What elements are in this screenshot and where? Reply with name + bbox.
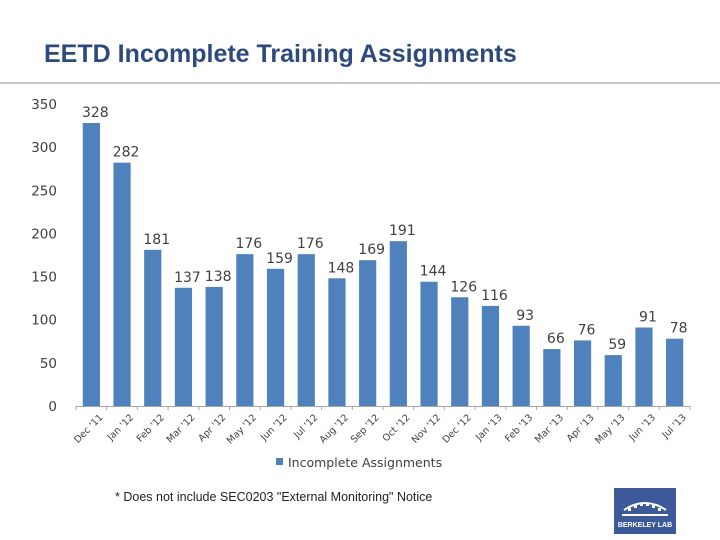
bar-chart: 0 50 100 150 200 250 300 350 328 282 181 137 138 176…: [31, 97, 691, 470]
data-label: 328: [82, 105, 109, 121]
x-tick-label: Oct '12: [381, 412, 413, 444]
title-divider: [0, 82, 720, 84]
x-tick-label: Feb '12: [135, 412, 167, 444]
bar: [512, 325, 530, 406]
bar: [573, 340, 592, 406]
bar: [174, 287, 193, 406]
legend-label: Incomplete Assignments: [288, 455, 442, 470]
logo-dome: [623, 502, 667, 511]
data-label: 93: [516, 308, 534, 324]
bar: [328, 278, 346, 406]
x-tick-label: Sep '12: [349, 412, 382, 445]
data-label: 144: [420, 264, 447, 280]
bar: [635, 327, 653, 406]
bar: [82, 122, 100, 407]
logo-dome-windows: [628, 503, 661, 511]
bar: [604, 355, 622, 406]
x-tick-label: Jan '12: [105, 412, 136, 443]
x-tick-label: Dec '11: [72, 412, 105, 445]
data-label: 78: [670, 321, 688, 337]
bar: [205, 286, 223, 406]
x-tick-label: Dec '12: [441, 412, 474, 445]
x-tick-label: Jul '13: [660, 412, 689, 441]
bar: [481, 305, 500, 406]
x-tick-label: Jun '13: [627, 412, 659, 444]
data-label: 148: [328, 260, 355, 276]
x-tick-label: Apr '12: [196, 412, 228, 444]
data-label: 76: [578, 322, 596, 338]
logo-baseline: [622, 514, 668, 516]
data-label: 91: [639, 309, 657, 325]
x-tick-label: May '12: [225, 412, 259, 446]
bar: [666, 338, 684, 406]
bar-series: [82, 122, 684, 407]
y-tick-label: 250: [31, 183, 57, 199]
y-tick-label: 300: [31, 140, 57, 156]
x-tick-label: Jan '13: [473, 412, 504, 443]
bar: [359, 260, 377, 406]
y-tick-label: 50: [40, 356, 57, 372]
data-label: 137: [174, 270, 201, 286]
x-tick-label: Mar '12: [165, 412, 198, 445]
x-tick-label: Mar '13: [533, 412, 566, 445]
data-label: 66: [547, 331, 565, 347]
data-label: 59: [608, 337, 626, 353]
data-label: 169: [358, 242, 385, 258]
x-tick-label: Apr '13: [565, 412, 597, 444]
bar: [420, 281, 438, 406]
legend-swatch: [276, 458, 283, 465]
x-axis: [75, 406, 691, 410]
x-tick-label: May '13: [593, 412, 627, 446]
x-tick-label: Nov '12: [410, 412, 443, 445]
bar: [297, 254, 315, 406]
page-title: EETD Incomplete Training Assignments: [44, 40, 517, 68]
bar: [389, 241, 407, 406]
data-label: 181: [143, 232, 170, 248]
data-label: 159: [266, 251, 293, 267]
data-label: 282: [113, 145, 140, 161]
x-tick-label: Aug '12: [318, 412, 351, 445]
bar: [451, 297, 469, 406]
data-label: 126: [450, 279, 477, 295]
bar: [543, 349, 561, 406]
x-tick-label: Jun '12: [258, 412, 290, 444]
data-label: 116: [481, 288, 508, 304]
data-label: 176: [235, 236, 262, 252]
logo-text: BERKELEY LAB: [618, 522, 672, 529]
y-axis: 0 50 100 150 200 250 300 350: [31, 97, 57, 415]
bar: [236, 254, 254, 406]
berkeley-lab-logo-icon: BERKELEY LAB: [614, 488, 676, 534]
data-label: 191: [389, 223, 416, 239]
x-tick-label: Jul '12: [291, 412, 320, 441]
x-tick-label: Feb '13: [503, 412, 535, 444]
data-label: 138: [205, 269, 232, 285]
y-tick-label: 150: [31, 270, 57, 286]
y-tick-label: 0: [48, 399, 57, 415]
data-label: 176: [297, 236, 324, 252]
y-tick-label: 200: [31, 226, 57, 242]
bar: [144, 249, 162, 406]
logo-background: [614, 488, 676, 534]
footnote: * Does not include SEC0203 "External Mon…: [115, 490, 433, 504]
bar: [266, 268, 285, 406]
bar: [113, 162, 131, 406]
legend: Incomplete Assignments: [276, 455, 442, 470]
y-tick-label: 100: [31, 313, 57, 329]
y-tick-label: 350: [31, 97, 57, 113]
